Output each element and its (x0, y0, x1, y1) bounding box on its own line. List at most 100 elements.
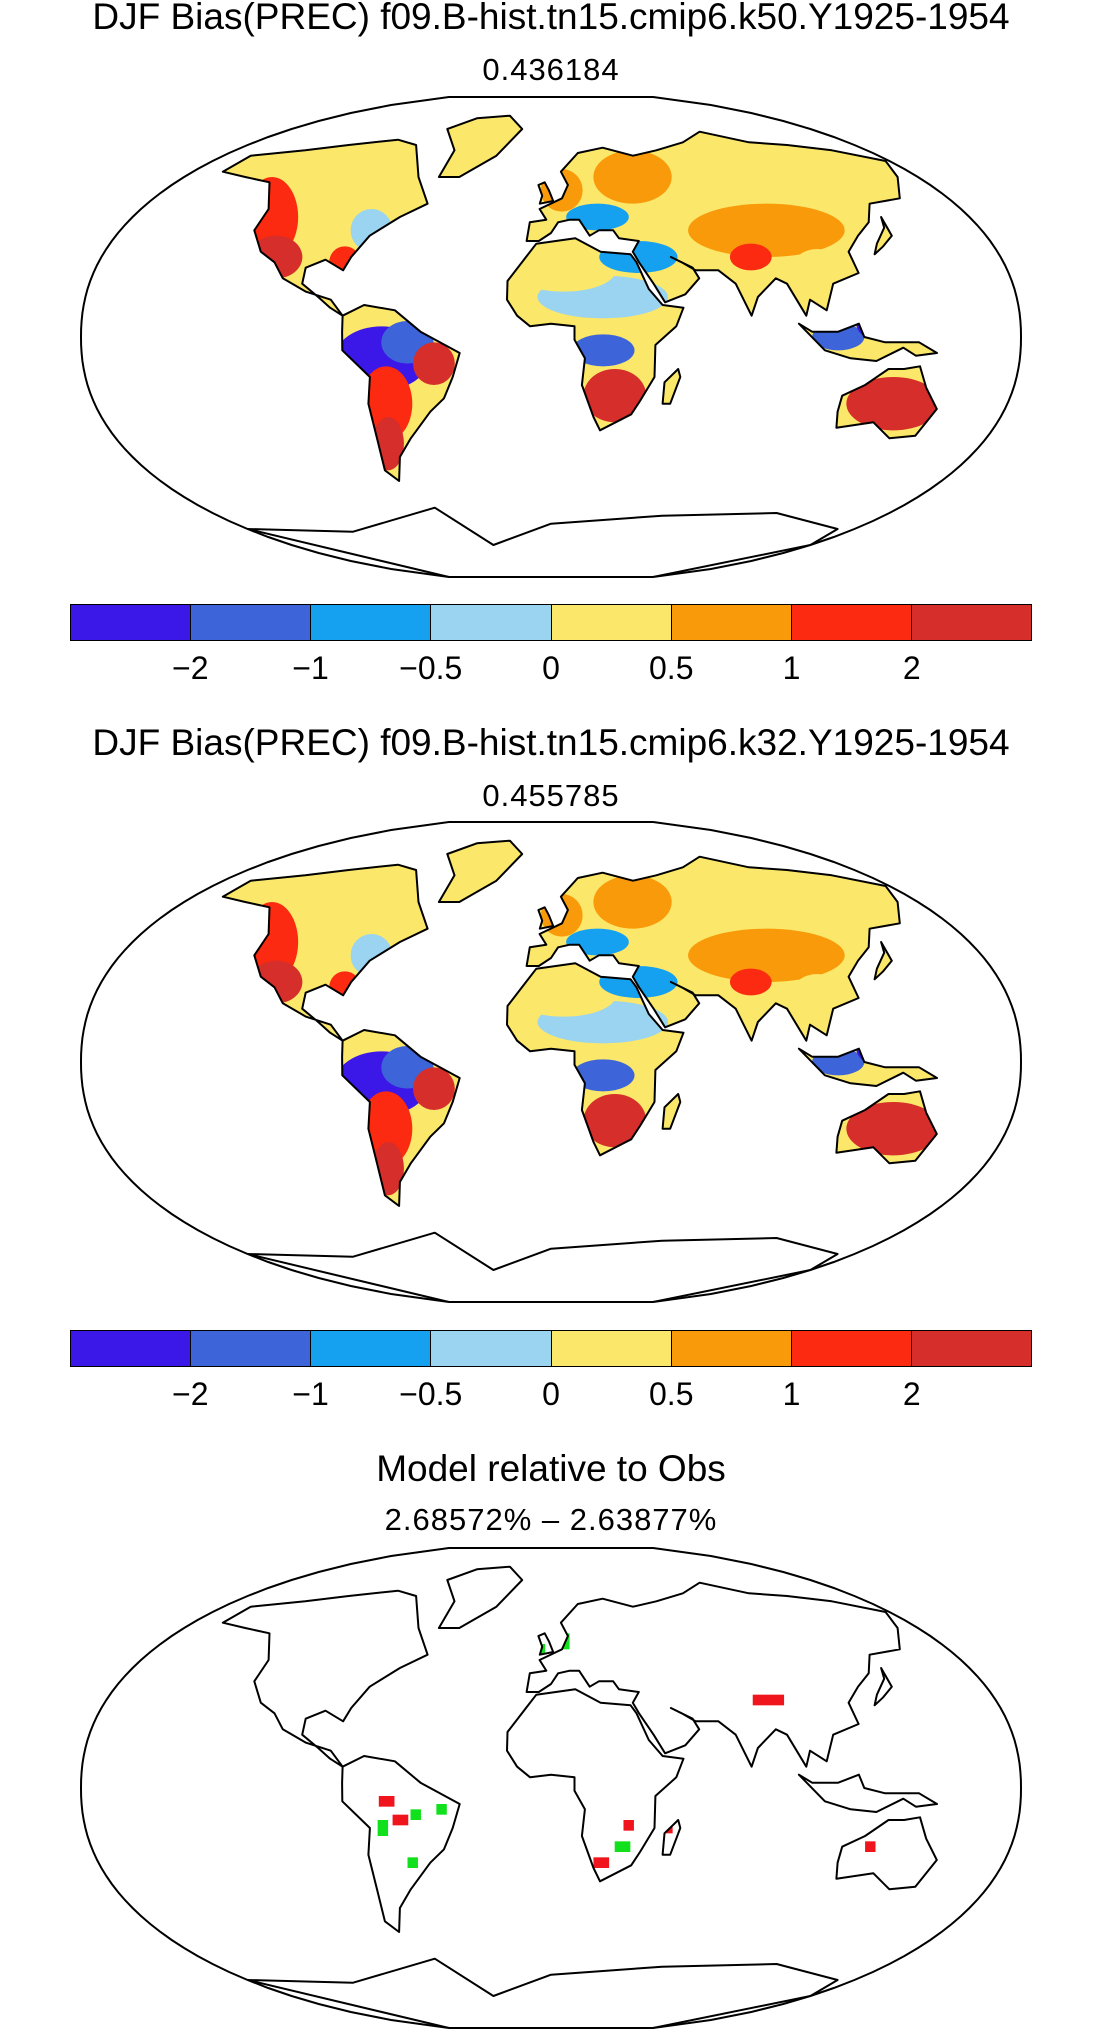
bias-field-patch (571, 334, 635, 367)
panel3-map (60, 1543, 1042, 2033)
coastline-africa (506, 1688, 685, 1883)
difference-patch (593, 1857, 610, 1868)
difference-patch (378, 1796, 395, 1807)
colorbar-swatch (791, 605, 912, 640)
panel2-title: DJF Bias(PREC) f09.B-hist.tn15.cmip6.k32… (92, 722, 1010, 763)
bias-field-patch (791, 974, 844, 1017)
colorbar-tick-label: −0.5 (399, 650, 463, 686)
coastline-greenland (437, 839, 524, 903)
panel3-title: Model relative to Obs (376, 1448, 726, 1489)
colorbar-tick-label: −2 (172, 1376, 209, 1412)
bias-field-patch (571, 1059, 635, 1092)
bias-field-patch (583, 369, 647, 423)
colorbar-tick-label: 1 (782, 650, 801, 686)
colorbar-swatch (431, 605, 552, 640)
coastline-indonesia (797, 1047, 938, 1087)
map-boundary (79, 96, 1023, 578)
coastline-australia (835, 1816, 938, 1891)
colorbar-swatch (71, 605, 192, 640)
coastline-eurasia (525, 1581, 901, 1768)
bias-field-patch (846, 377, 937, 431)
colorbar-swatch (791, 1331, 912, 1366)
bias-field-patch (593, 150, 672, 204)
bias-field-patch (511, 974, 616, 1017)
coastline-africa (506, 237, 685, 432)
colorbar-tick-label: 2 (902, 650, 921, 686)
colorbar-swatch (911, 1331, 1031, 1366)
panel2-bias-map (79, 821, 1023, 1303)
coastline-greenland (437, 1565, 524, 1629)
bias-field-patch (688, 928, 845, 982)
panel2-colorbar (70, 1330, 1032, 1367)
difference-patch (377, 1820, 389, 1836)
colorbar-swatch (911, 605, 1031, 640)
panel2-colorbar-labels: −2 −1 −0.5 0 0.5 1 2 (70, 1376, 1032, 1416)
coastline-madagascar (661, 368, 682, 405)
panel3-difference-map (79, 1547, 1023, 2029)
difference-patch (436, 1804, 447, 1815)
bias-field-patch (583, 1094, 647, 1148)
difference-patch (614, 1841, 631, 1852)
coastline-japan (873, 941, 893, 981)
panel2-map (60, 817, 1042, 1307)
colorbar-tick-label: 0 (542, 1376, 560, 1412)
coastline-southAmerica (341, 304, 461, 482)
colorbar-tick-label: 0 (542, 650, 560, 686)
bias-field-patch (846, 1102, 937, 1156)
difference-patch (392, 1814, 409, 1826)
coastline-australia (835, 365, 938, 440)
coastline-eurasia (525, 130, 901, 317)
colorbar-swatch (71, 1331, 192, 1366)
colorbar-swatch (191, 1331, 312, 1366)
coastline-antarctica (246, 1957, 839, 2028)
coastline-africa (506, 962, 685, 1157)
difference-patch (865, 1841, 876, 1852)
coastline-eurasia (525, 855, 901, 1042)
panel1-subtitle: 0.436184 (482, 52, 620, 87)
coastline-antarctica (246, 506, 839, 577)
colorbar-tick-label: 0.5 (649, 650, 694, 686)
coastline-southAmerica (341, 1029, 461, 1207)
bias-field-patch (566, 203, 629, 231)
panel1-title: DJF Bias(PREC) f09.B-hist.tn15.cmip6.k50… (92, 0, 1010, 37)
coastline-madagascar (661, 1093, 682, 1130)
bias-field-patch (566, 928, 629, 956)
coastline-greenland (437, 114, 524, 178)
panel2-subtitle: 0.455785 (482, 778, 620, 813)
coastline-uk (537, 906, 555, 930)
colorbar-tick-label: 1 (782, 1376, 801, 1412)
colorbar-swatch (671, 1331, 792, 1366)
colorbar-tick-label: −1 (292, 1376, 329, 1412)
difference-patch (623, 1820, 634, 1831)
bias-field-patch (791, 249, 844, 292)
coastline-southAmerica (341, 1755, 461, 1933)
colorbar-tick-label: 0.5 (649, 1376, 694, 1412)
colorbar-swatch (431, 1331, 552, 1366)
coastline-northAmerica (221, 1589, 429, 1768)
difference-patch (407, 1857, 418, 1868)
coastline-northAmerica (221, 863, 429, 1042)
panel1-map (60, 92, 1042, 582)
panel1-colorbar (70, 604, 1032, 641)
coastline-antarctica (246, 1231, 839, 1302)
colorbar-swatch (191, 605, 312, 640)
difference-patch (752, 1694, 785, 1706)
colorbar-tick-label: 2 (902, 1376, 921, 1412)
colorbar-tick-label: −2 (172, 650, 209, 686)
panel1-colorbar-labels: −2 −1 −0.5 0 0.5 1 2 (70, 650, 1032, 690)
coastline-japan (873, 1667, 893, 1707)
colorbar-swatch (551, 605, 672, 640)
panel1-bias-map (79, 96, 1023, 578)
bias-field-patch (593, 875, 672, 929)
bias-field-patch (350, 934, 393, 977)
coastline-australia (835, 1090, 938, 1165)
bias-field-patch (413, 1067, 455, 1110)
difference-patch (888, 1689, 900, 1700)
coastline-indonesia (797, 1773, 938, 1813)
colorbar-swatch (671, 605, 792, 640)
coastline-japan (873, 216, 893, 256)
difference-patch (410, 1809, 421, 1820)
coastline-madagascar (661, 1819, 682, 1856)
colorbar-tick-label: −1 (292, 650, 329, 686)
bias-field-patch (413, 342, 455, 385)
